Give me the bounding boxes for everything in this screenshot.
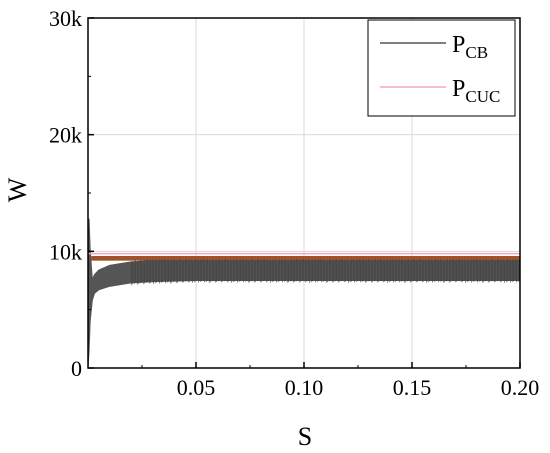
legend-label-pcb: PCB <box>452 32 488 62</box>
legend-label-pcuc: PCUC <box>452 76 500 106</box>
y-tick-label: 30k <box>49 6 82 31</box>
y-tick-label: 10k <box>49 239 82 264</box>
legend-label-pcuc-sub: CUC <box>465 87 500 106</box>
series-pcb-texture <box>130 259 520 286</box>
x-axis-title: S <box>298 422 312 451</box>
y-tick-label: 0 <box>71 356 82 381</box>
reference-band <box>91 256 521 261</box>
legend-box <box>367 19 516 117</box>
legend-label-pcuc-main: P <box>452 76 465 102</box>
legend: PCB PCUC <box>367 19 516 117</box>
x-tick-label: 0.05 <box>177 375 216 400</box>
x-tick-label: 0.20 <box>501 375 540 400</box>
y-tick-label: 20k <box>49 123 82 148</box>
y-axis-title: W <box>3 177 32 202</box>
legend-label-pcb-sub: CB <box>465 43 488 62</box>
axis-ticks: 0.05 0.10 0.15 0.20 0 10k 20k 30k <box>49 6 539 400</box>
legend-label-pcb-main: P <box>452 32 465 58</box>
x-tick-label: 0.15 <box>393 375 432 400</box>
x-tick-label: 0.10 <box>285 375 324 400</box>
